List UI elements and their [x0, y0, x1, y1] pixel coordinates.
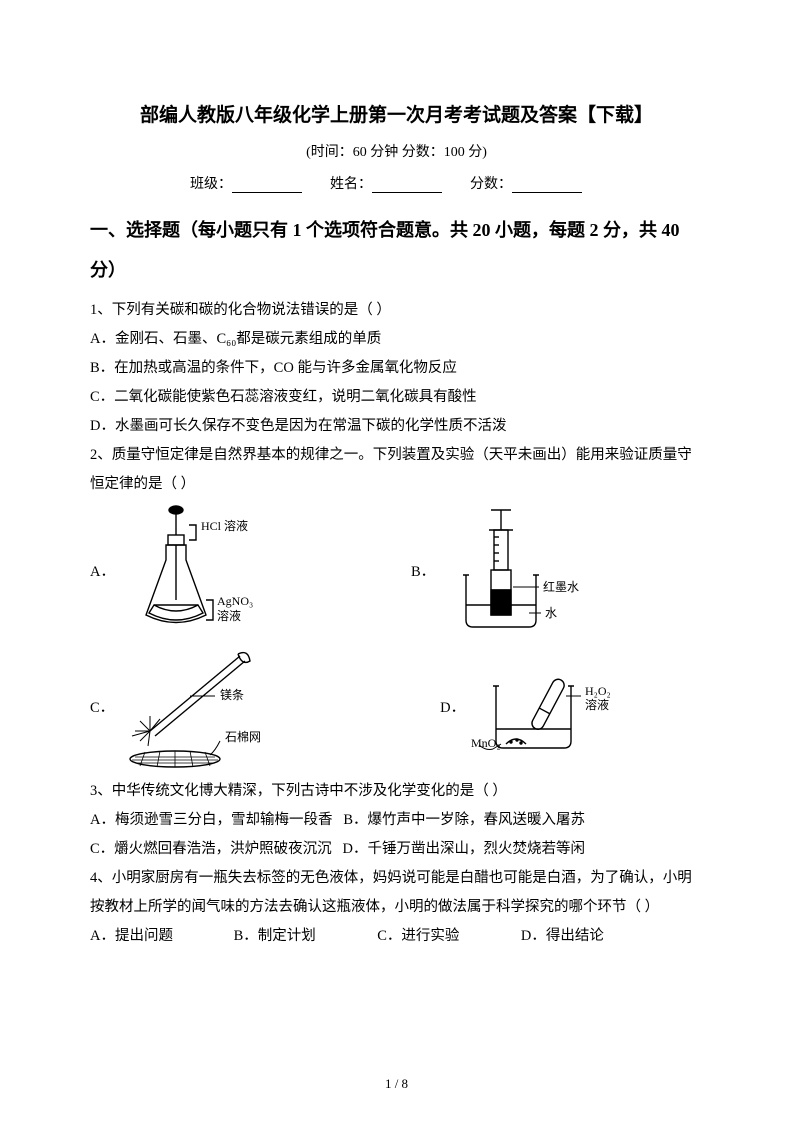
- class-label: 班级：: [190, 177, 232, 192]
- q2-cell-C: C．: [90, 641, 300, 771]
- beaker-syringe-icon: 红墨水 水: [441, 505, 611, 635]
- q1-A: A．金刚石、石墨、C₆₀都是碳元素组成的单质: [90, 325, 703, 354]
- figA-label-agno3: AgNO₃: [217, 594, 253, 608]
- q3-line2: C．爝火燃回春浩浩，洪炉照破夜沉沉 D．千锤万凿出深山，烈火焚烧若等闲: [90, 835, 703, 864]
- figC-label-mg: 镁条: [220, 688, 244, 702]
- q4: 4、小明家厨房有一瓶失去标签的无色液体，妈妈说可能是白醋也可能是白酒，为了确认，…: [90, 864, 703, 951]
- name-blank[interactable]: [372, 178, 442, 193]
- q2-D-label: D．: [440, 696, 465, 717]
- score-blank[interactable]: [512, 178, 582, 193]
- figC-label-mesh: 石棉网: [225, 730, 261, 744]
- figB-label-ink: 红墨水: [543, 579, 579, 594]
- section-1-header: 一、选择题（每小题只有 1 个选项符合题意。共 20 小题，每题 2 分，共 4…: [90, 211, 703, 290]
- q1-C: C．二氧化碳能使紫色石蕊溶液变红，说明二氧化碳具有酸性: [90, 383, 703, 412]
- q4-options: A．提出问题 B．制定计划 C．进行实验 D．得出结论: [90, 922, 703, 951]
- page-number: 1 / 8: [0, 1076, 793, 1092]
- q4-C: C．进行实验: [377, 922, 517, 951]
- info-line: 班级： 姓名： 分数：: [90, 173, 703, 193]
- q2-cell-A: A．: [90, 505, 271, 635]
- q4-stem: 4、小明家厨房有一瓶失去标签的无色液体，妈妈说可能是白醋也可能是白酒，为了确认，…: [90, 864, 703, 922]
- q4-B: B．制定计划: [234, 922, 374, 951]
- burning-mg-icon: 镁条 石棉网: [120, 641, 300, 771]
- q3-C: C．爝火燃回春浩浩，洪炉照破夜沉沉: [90, 841, 332, 857]
- q3-line1: A．梅须逊雪三分白，雪却输梅一段香 B．爆竹声中一岁除，春风送暖入屠苏: [90, 806, 703, 835]
- figA-label-sol: 溶液: [217, 608, 241, 623]
- figD-label-mno2: MnO₂: [471, 736, 501, 750]
- q2-row-AB: A．: [90, 505, 703, 635]
- figA-label-hcl: HCl 溶液: [201, 518, 248, 533]
- q3-D: D．千锤万凿出深山，烈火焚烧若等闲: [343, 841, 585, 857]
- beaker-tube-icon: H₂O₂ 溶液 MnO₂: [471, 651, 641, 761]
- q1-stem: 1、下列有关碳和碳的化合物说法错误的是（ ）: [90, 296, 703, 325]
- figD-label-sol: 溶液: [585, 697, 609, 712]
- q2: 2、质量守恒定律是自然界基本的规律之一。下列装置及实验（天平未画出）能用来验证质…: [90, 441, 703, 499]
- q2-cell-D: D．: [440, 651, 641, 761]
- class-blank[interactable]: [232, 178, 302, 193]
- q1-D: D．水墨画可长久保存不变色是因为在常温下碳的化学性质不活泼: [90, 412, 703, 441]
- page: 部编人教版八年级化学上册第一次月考考试题及答案【下载】 (时间：60 分钟 分数…: [0, 0, 793, 1122]
- q1: 1、下列有关碳和碳的化合物说法错误的是（ ） A．金刚石、石墨、C₆₀都是碳元素…: [90, 296, 703, 441]
- q2-C-label: C．: [90, 696, 114, 717]
- figD-label-h2o2: H₂O₂: [585, 684, 611, 698]
- score-label: 分数：: [470, 177, 512, 192]
- q3-B: B．爆竹声中一岁除，春风送暖入屠苏: [343, 812, 585, 828]
- q3: 3、中华传统文化博大精深，下列古诗中不涉及化学变化的是（ ） A．梅须逊雪三分白…: [90, 777, 703, 864]
- doc-subtitle: (时间：60 分钟 分数：100 分): [90, 141, 703, 161]
- q4-A: A．提出问题: [90, 922, 230, 951]
- q2-A-label: A．: [90, 560, 115, 581]
- q4-D: D．得出结论: [521, 922, 661, 951]
- q2-B-label: B．: [411, 560, 435, 581]
- q2-row-CD: C．: [90, 641, 703, 771]
- q3-stem: 3、中华传统文化博大精深，下列古诗中不涉及化学变化的是（ ）: [90, 777, 703, 806]
- figB-label-water: 水: [545, 606, 557, 620]
- doc-title: 部编人教版八年级化学上册第一次月考考试题及答案【下载】: [90, 100, 703, 127]
- name-label: 姓名：: [330, 177, 372, 192]
- flask-icon: HCl 溶液 AgNO₃ 溶液: [121, 505, 271, 635]
- q3-A: A．梅须逊雪三分白，雪却输梅一段香: [90, 812, 332, 828]
- q2-cell-B: B．: [411, 505, 611, 635]
- q1-B: B．在加热或高温的条件下，CO 能与许多金属氧化物反应: [90, 354, 703, 383]
- q2-stem: 2、质量守恒定律是自然界基本的规律之一。下列装置及实验（天平未画出）能用来验证质…: [90, 441, 703, 499]
